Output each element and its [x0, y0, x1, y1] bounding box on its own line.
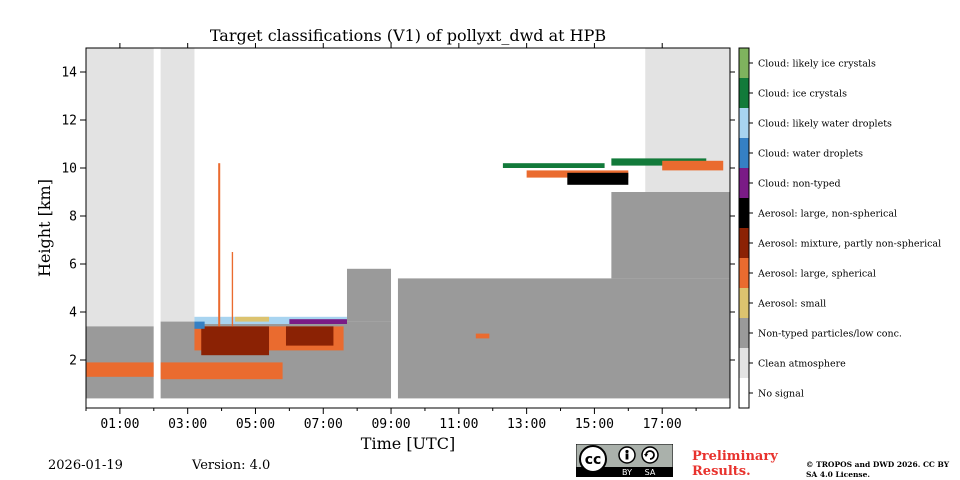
legend-swatch	[739, 228, 749, 258]
legend-swatch	[739, 48, 749, 78]
legend-swatch	[739, 378, 749, 408]
class-region	[194, 316, 347, 324]
legend-swatch	[739, 348, 749, 378]
y-tick-label: 10	[61, 162, 77, 177]
y-tick-label: 8	[69, 210, 77, 225]
plot-frame	[85, 47, 731, 409]
class-region	[289, 319, 347, 324]
x-axis: 01:00 03:00 05:00 07:00 09:00 11:00 13:00 15:00…	[85, 43, 697, 432]
y-tick-label: 6	[69, 258, 77, 273]
y-tick-label: 14	[61, 66, 77, 81]
legend-label: Cloud: non-typed	[758, 179, 841, 190]
x-tick-label: 05:00	[236, 417, 275, 432]
x-tick-label: 03:00	[168, 417, 207, 432]
legend-label: Aerosol: small	[757, 299, 826, 310]
class-region	[475, 333, 490, 339]
legend-swatch	[739, 168, 749, 198]
cc-text: cc	[585, 452, 602, 468]
x-tick-label: 15:00	[575, 417, 614, 432]
by-text: BY	[622, 468, 632, 477]
class-region	[662, 160, 724, 171]
x-axis-label: Time [UTC]	[361, 434, 455, 453]
legend-label: Aerosol: mixture, partly non-spherical	[757, 239, 941, 250]
class-region	[86, 48, 154, 329]
x-tick-label: 09:00	[371, 417, 410, 432]
y-axis-label: Height [km]	[35, 179, 54, 277]
class-region	[611, 192, 730, 279]
cc-icon	[579, 445, 607, 473]
class-region	[611, 158, 707, 166]
x-tick-label: 11:00	[439, 417, 478, 432]
y-axis: 2 4 6 8 10 12 14	[61, 66, 735, 369]
class-region	[397, 278, 730, 312]
x-tick-label: 01:00	[100, 417, 139, 432]
chart-title: Target classifications (V1) of pollyxt_d…	[210, 26, 606, 45]
date-label: 2026-01-19	[48, 458, 123, 473]
version-label: Version: 4.0	[192, 458, 271, 473]
class-region	[391, 48, 398, 399]
y-tick-label: 2	[69, 354, 77, 369]
legend-label: Cloud: ice crystals	[758, 89, 847, 100]
x-tick-label: 07:00	[304, 417, 343, 432]
legend-frame	[738, 47, 750, 409]
class-region	[201, 326, 270, 356]
y-tick-label: 4	[69, 306, 77, 321]
class-region	[231, 252, 234, 327]
legend-label: Aerosol: large, spherical	[757, 269, 876, 280]
class-region	[160, 362, 283, 380]
cc-license-badge: cc BY SA	[576, 444, 673, 477]
preliminary-notice: Preliminary Results.	[692, 449, 778, 479]
x-tick-label: 17:00	[643, 417, 682, 432]
class-region	[160, 48, 195, 324]
legend-swatch	[739, 318, 749, 348]
class-region	[285, 326, 334, 346]
class-region	[194, 321, 205, 329]
class-region	[567, 172, 629, 185]
copyright-notice: © TROPOS and DWD 2026. CC BY SA 4.0 Lice…	[806, 460, 950, 479]
legend-label: Non-typed particles/low conc.	[758, 329, 902, 340]
legend-label: Cloud: likely water droplets	[758, 119, 892, 130]
x-tick-label: 13:00	[507, 417, 546, 432]
class-region	[153, 48, 161, 399]
legend-swatch	[739, 258, 749, 288]
legend-label: Clean atmosphere	[758, 359, 846, 370]
legend-label: Cloud: likely ice crystals	[758, 59, 876, 70]
legend-swatch	[739, 108, 749, 138]
plot-area	[85, 47, 731, 409]
class-region	[86, 362, 154, 377]
class-region	[502, 163, 605, 168]
legend-label: No signal	[758, 389, 804, 400]
legend-swatch	[739, 138, 749, 168]
legend-swatch	[739, 198, 749, 228]
y-tick-label: 12	[61, 114, 77, 129]
class-region	[397, 312, 730, 399]
share-alike-icon	[641, 446, 659, 464]
class-region	[346, 268, 392, 322]
class-legend: No signal Clean atmosphere Non-typed parti…	[738, 47, 941, 409]
legend-label: Cloud: water droplets	[758, 149, 863, 160]
legend-swatch	[739, 288, 749, 318]
class-region	[218, 163, 221, 327]
class-region	[235, 316, 270, 322]
legend-label: Aerosol: large, non-spherical	[757, 209, 897, 220]
sa-text: SA	[645, 468, 656, 477]
legend-swatch	[739, 78, 749, 108]
